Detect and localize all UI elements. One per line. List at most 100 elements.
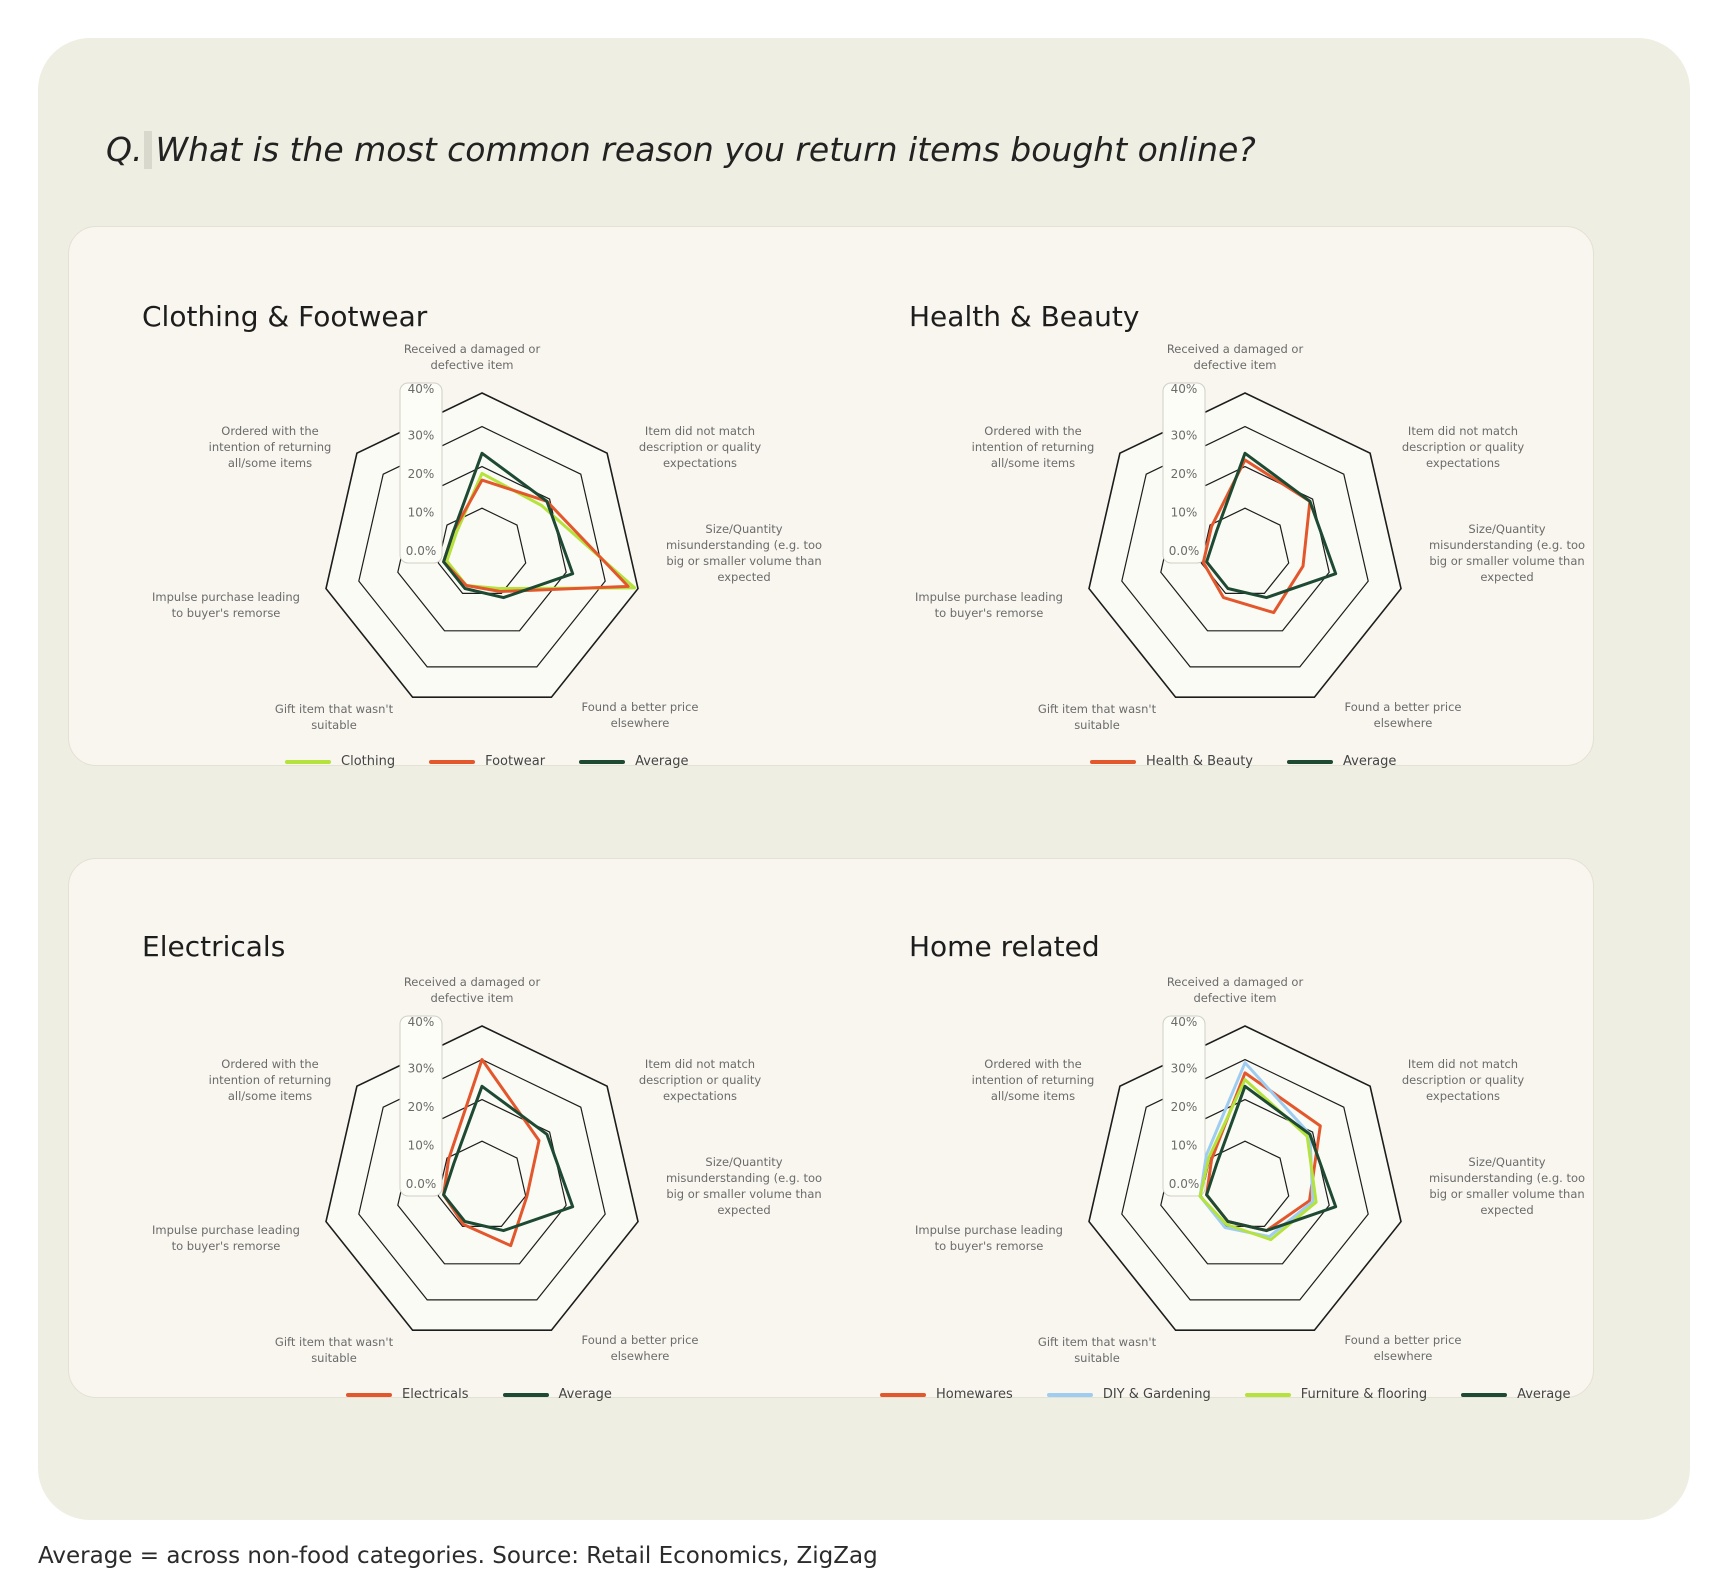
axis-label: Found a better price elsewhere	[1345, 1333, 1462, 1363]
tick-label: 30%	[1171, 429, 1198, 443]
legend-label: Average	[1517, 1387, 1571, 1402]
tick-label-box	[1162, 382, 1206, 564]
axis-label: Item did not match description or quality…	[639, 1057, 762, 1103]
legend-label: Health & Beauty	[1146, 754, 1254, 769]
axis-label: Ordered with the intention of returning al…	[209, 1057, 332, 1103]
tick-label: 0.0%	[1169, 544, 1200, 558]
tick-label: 0.0%	[406, 544, 437, 558]
axis-label: Found a better price elsewhere	[582, 700, 699, 730]
axis-label: Size/Quantity misunderstanding (e.g. too b…	[1429, 1155, 1585, 1217]
tick-label: 40%	[408, 1015, 435, 1029]
legend-swatch	[502, 1392, 549, 1397]
legend-item-average: Average	[1461, 1387, 1570, 1402]
legend-item-furniture-flooring: Furniture & flooring	[1244, 1387, 1428, 1402]
legend-label: Footwear	[485, 754, 546, 769]
axis-label: Size/Quantity misunderstanding (e.g. too b…	[666, 1155, 822, 1217]
axis-label: Ordered with the intention of returning al…	[972, 424, 1095, 470]
series-line-average	[1205, 1084, 1338, 1233]
tick-label: 10%	[1171, 1139, 1198, 1153]
legend-swatch	[1461, 1392, 1508, 1397]
tick-label: 10%	[408, 1139, 435, 1153]
tick-label: 10%	[1171, 506, 1198, 520]
legend-item-homewares: Homewares	[880, 1387, 1013, 1402]
source-footnote: Average = across non-food categories. So…	[38, 1543, 878, 1569]
legend-label: Furniture & flooring	[1300, 1387, 1428, 1402]
series-line-average	[1205, 451, 1338, 600]
axis-label: Gift item that wasn't suitable	[275, 702, 394, 732]
chart-title-home-related: Home related	[909, 930, 1100, 963]
radar-ring	[358, 425, 606, 668]
axis-label: Found a better price elsewhere	[582, 1333, 699, 1363]
axis-label: Gift item that wasn't suitable	[1038, 702, 1157, 732]
axis-label: Ordered with the intention of returning al…	[209, 424, 332, 470]
tick-label: 40%	[1171, 382, 1198, 396]
axis-label: Received a damaged or defective item	[1167, 975, 1304, 1005]
legend-health-beauty: Health & Beauty Average	[1090, 754, 1396, 769]
tick-label: 30%	[408, 1062, 435, 1076]
tick-label-box	[399, 1015, 443, 1197]
text-cursor	[144, 131, 153, 169]
chart-title-health-beauty: Health & Beauty	[909, 300, 1140, 333]
chart-title-clothing-footwear: Clothing & Footwear	[142, 300, 428, 333]
legend-electricals: Electricals Average	[346, 1387, 612, 1402]
axis-label: Impulse purchase leading to buyer's remor…	[915, 590, 1063, 620]
series-line-average	[442, 451, 575, 600]
legend-swatch	[346, 1392, 392, 1397]
tick-label: 30%	[408, 429, 435, 443]
axis-label: Size/Quantity misunderstanding (e.g. too b…	[666, 522, 822, 584]
legend-label: Clothing	[341, 754, 396, 769]
radar-ring	[1121, 1058, 1369, 1301]
series-line-health-beauty	[1201, 458, 1312, 615]
radar-ring	[358, 1058, 606, 1301]
legend-label: DIY & Gardening	[1102, 1387, 1211, 1402]
legend-label: Homewares	[936, 1387, 1013, 1402]
legend-item-average: Average	[1287, 754, 1396, 769]
axis-label: Impulse purchase leading to buyer's remor…	[152, 1223, 300, 1253]
axis-label: Ordered with the intention of returning al…	[972, 1057, 1095, 1103]
legend-clothing-footwear: Clothing Footwear Average	[285, 754, 688, 769]
legend-item-diy-gardening: DIY & Gardening	[1046, 1387, 1211, 1402]
legend-item-clothing: Clothing	[285, 754, 395, 769]
legend-swatch	[1287, 759, 1334, 764]
tick-label: 30%	[1171, 1062, 1198, 1076]
question-heading: Q. What is the most common reason you ret…	[106, 130, 1256, 169]
legend-item-average: Average	[502, 1387, 612, 1402]
legend-item-average: Average	[579, 754, 688, 769]
legend-item-electricals: Electricals	[346, 1387, 469, 1402]
legend-swatch	[1046, 1392, 1093, 1397]
axis-label: Gift item that wasn't suitable	[275, 1335, 394, 1365]
series-line-furniture-flooring	[1198, 1078, 1318, 1242]
legend-swatch	[285, 759, 331, 764]
tick-label: 20%	[408, 467, 435, 481]
legend-label: Average	[1343, 754, 1397, 769]
legend-swatch	[579, 759, 626, 764]
axis-label: Size/Quantity misunderstanding (e.g. too b…	[1429, 522, 1585, 584]
tick-label-box	[1162, 1015, 1206, 1197]
tick-label: 20%	[1171, 1100, 1198, 1114]
axis-label: Item did not match description or quality…	[1402, 1057, 1525, 1103]
radar-ring	[1121, 425, 1369, 668]
legend-swatch	[1244, 1392, 1291, 1397]
legend-label: Electricals	[402, 1387, 469, 1402]
tick-label: 0.0%	[1169, 1177, 1200, 1191]
tick-label: 0.0%	[406, 1177, 437, 1191]
legend-home-related: Homewares DIY & Gardening Furniture & floo…	[880, 1387, 1570, 1402]
legend-item-health-beauty: Health & Beauty	[1090, 754, 1253, 769]
legend-swatch	[429, 759, 476, 764]
tick-label: 10%	[408, 506, 435, 520]
tick-label: 40%	[1171, 1015, 1198, 1029]
tick-label-box	[399, 382, 443, 564]
axis-label: Impulse purchase leading to buyer's remor…	[915, 1223, 1063, 1253]
axis-label: Gift item that wasn't suitable	[1038, 1335, 1157, 1365]
series-line-electricals	[442, 1058, 541, 1248]
legend-swatch	[880, 1392, 926, 1397]
axis-label: Received a damaged or defective item	[1167, 342, 1304, 372]
chart-title-electricals: Electricals	[142, 930, 286, 963]
axis-label: Received a damaged or defective item	[404, 342, 541, 372]
axis-label: Received a damaged or defective item	[404, 975, 541, 1005]
legend-swatch	[1090, 759, 1136, 764]
